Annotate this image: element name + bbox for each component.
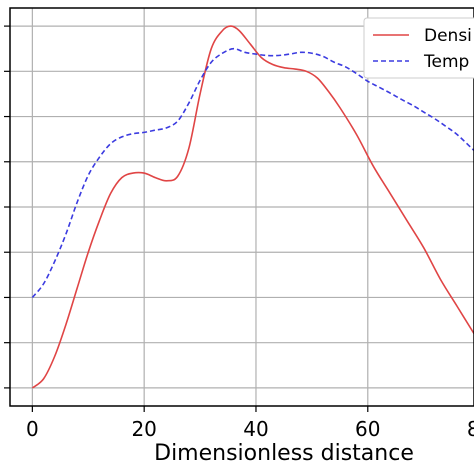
- x-tick-label: 0: [26, 417, 39, 441]
- x-tick-label: 60: [355, 417, 380, 441]
- axis-ticks: 0 20 40 60 80: [4, 25, 474, 441]
- plot-area-frame: [9, 7, 474, 407]
- x-tick-label: 40: [243, 417, 268, 441]
- temp-series-line: [31, 47, 474, 298]
- x-axis-label: Dimensionless distance: [154, 441, 414, 466]
- legend-box: [363, 17, 474, 79]
- density-series-line: [31, 25, 474, 389]
- legend: Densi Temp: [363, 17, 474, 79]
- series-lines: [31, 25, 474, 389]
- x-tick-label: 80: [467, 417, 474, 441]
- x-tick-label: 20: [131, 417, 156, 441]
- legend-temp-label: Temp: [423, 52, 469, 72]
- legend-density-label: Densi: [424, 26, 472, 46]
